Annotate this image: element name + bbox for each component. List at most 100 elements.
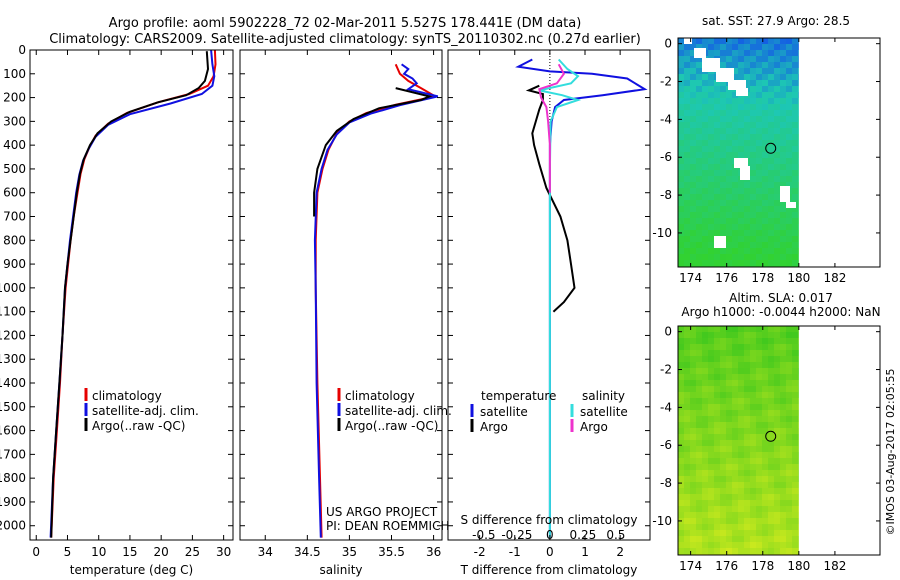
heatmap-cell: [684, 218, 690, 224]
heatmap-cell: [780, 356, 786, 362]
x-tick-label: 15: [122, 545, 137, 559]
heatmap-cell: [750, 512, 756, 518]
heatmap-cell: [780, 482, 786, 488]
heatmap-cell: [684, 494, 690, 500]
heatmap-cell: [696, 98, 702, 104]
heatmap-cell: [684, 356, 690, 362]
heatmap-cell: [756, 68, 762, 74]
heatmap-cell: [774, 344, 780, 350]
heatmap-cell: [798, 398, 799, 404]
heatmap-cell: [744, 116, 750, 122]
heatmap-cell: [786, 134, 792, 140]
heatmap-cell: [792, 86, 798, 92]
heatmap-cell: [726, 116, 732, 122]
heatmap-cell: [768, 212, 774, 218]
legend-label: Argo(..raw -QC): [345, 419, 438, 433]
heatmap-cell: [798, 104, 799, 110]
s-tick-label: 0.5: [606, 528, 625, 542]
heatmap-cell: [786, 536, 792, 542]
heatmap-cell: [678, 332, 684, 338]
heatmap-cell: [756, 542, 762, 548]
heatmap-cell: [750, 236, 756, 242]
heatmap-cell: [684, 134, 690, 140]
heatmap-cell: [738, 56, 744, 62]
heatmap-cell: [762, 452, 768, 458]
y-tick-label: 0: [664, 37, 672, 51]
heatmap-cell: [768, 344, 774, 350]
heatmap-cell: [702, 386, 708, 392]
heatmap-cell: [750, 434, 756, 440]
heatmap-cell: [792, 80, 798, 86]
heatmap-cell: [708, 344, 714, 350]
heatmap-cell: [714, 104, 720, 110]
heatmap-cell: [738, 62, 744, 68]
heatmap-cell: [732, 212, 738, 218]
heatmap-cell: [720, 404, 726, 410]
heatmap-cell: [762, 482, 768, 488]
map-frame: [677, 37, 881, 268]
heatmap-cell: [702, 74, 708, 80]
heatmap-cell: [780, 524, 786, 530]
figure-title-line2: Climatology: CARS2009. Satellite-adjuste…: [49, 32, 641, 47]
heatmap-cell: [678, 488, 684, 494]
heatmap-cell: [750, 464, 756, 470]
heatmap-cell: [786, 206, 792, 212]
heatmap-cell: [744, 494, 750, 500]
heatmap-cell: [756, 446, 762, 452]
heatmap-cell: [696, 350, 702, 356]
heatmap-cell: [678, 56, 684, 62]
heatmap-cell: [792, 446, 798, 452]
heatmap-cell: [726, 224, 732, 230]
heatmap-cell: [768, 188, 774, 194]
heatmap-cell: [756, 164, 762, 170]
heatmap-cell: [690, 416, 696, 422]
heatmap-cell: [774, 416, 780, 422]
heatmap-cell: [726, 98, 732, 104]
heatmap-cell: [774, 206, 780, 212]
heatmap-cell: [696, 500, 702, 506]
heatmap-cell: [762, 440, 768, 446]
heatmap-cell: [702, 380, 708, 386]
heatmap-cell: [684, 80, 690, 86]
heatmap-cell: [774, 164, 780, 170]
heatmap-cell: [702, 110, 708, 116]
heatmap-cell: [756, 152, 762, 158]
heatmap-cell: [780, 50, 786, 56]
heatmap-cell: [732, 440, 738, 446]
y-tick-label: 1700: [0, 447, 26, 461]
heatmap-cell: [774, 392, 780, 398]
heatmap-cell: [768, 116, 774, 122]
y-tick-label: 500: [3, 162, 26, 176]
heatmap-cell: [720, 116, 726, 122]
heatmap-cell: [726, 134, 732, 140]
heatmap-cell: [744, 530, 750, 536]
heatmap-cell: [684, 362, 690, 368]
x-tick-label: 34: [258, 545, 273, 559]
heatmap-cell: [768, 386, 774, 392]
land-patch: [780, 186, 790, 202]
heatmap-cell: [732, 134, 738, 140]
panel-difference: -2 -1 0 1 2T difference from climatologytemp…: [447, 49, 651, 577]
heatmap-cell: [690, 386, 696, 392]
heatmap-cell: [792, 68, 798, 74]
heatmap-cell: [678, 152, 684, 158]
heatmap-cell: [726, 464, 732, 470]
heatmap-cell: [792, 398, 798, 404]
heatmap-cell: [798, 74, 799, 80]
heatmap-cell: [732, 260, 738, 266]
heatmap-cell: [780, 350, 786, 356]
heatmap-cell: [690, 368, 696, 374]
heatmap-cell: [732, 380, 738, 386]
heatmap-cell: [744, 368, 750, 374]
heatmap-cell: [774, 170, 780, 176]
heatmap-cell: [702, 206, 708, 212]
heatmap-cell: [702, 476, 708, 482]
heatmap-cell: [792, 194, 798, 200]
legend-label: Argo: [580, 420, 608, 434]
heatmap-cell: [762, 476, 768, 482]
heatmap-cell: [756, 140, 762, 146]
heatmap-cell: [786, 422, 792, 428]
figure-title-line1: Argo profile: aoml 5902228_72 02-Mar-201…: [109, 16, 582, 31]
heatmap-cell: [684, 140, 690, 146]
